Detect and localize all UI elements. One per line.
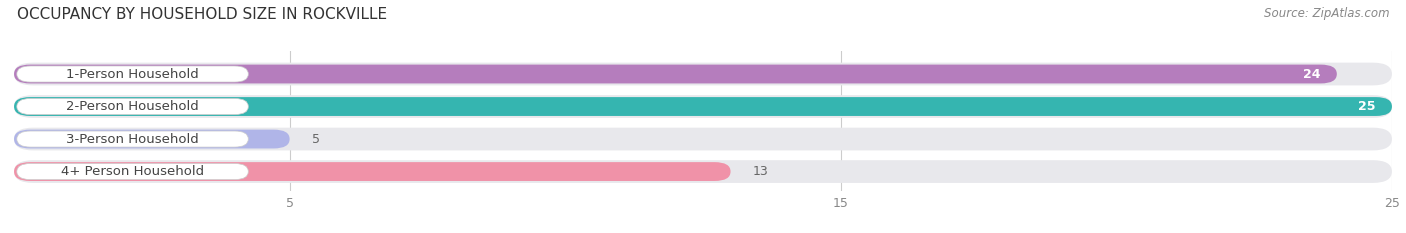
FancyBboxPatch shape bbox=[17, 164, 249, 180]
Text: 3-Person Household: 3-Person Household bbox=[66, 133, 198, 146]
Text: 25: 25 bbox=[1358, 100, 1375, 113]
FancyBboxPatch shape bbox=[17, 99, 249, 115]
FancyBboxPatch shape bbox=[17, 66, 249, 82]
FancyBboxPatch shape bbox=[14, 160, 1392, 183]
FancyBboxPatch shape bbox=[14, 128, 1392, 151]
FancyBboxPatch shape bbox=[17, 131, 249, 147]
FancyBboxPatch shape bbox=[14, 63, 1392, 86]
FancyBboxPatch shape bbox=[14, 95, 1392, 118]
Text: 1-Person Household: 1-Person Household bbox=[66, 68, 198, 81]
Text: 2-Person Household: 2-Person Household bbox=[66, 100, 198, 113]
FancyBboxPatch shape bbox=[14, 65, 1337, 83]
Text: 5: 5 bbox=[312, 133, 319, 146]
FancyBboxPatch shape bbox=[14, 162, 731, 181]
Text: 4+ Person Household: 4+ Person Household bbox=[60, 165, 204, 178]
Text: OCCUPANCY BY HOUSEHOLD SIZE IN ROCKVILLE: OCCUPANCY BY HOUSEHOLD SIZE IN ROCKVILLE bbox=[17, 7, 387, 22]
FancyBboxPatch shape bbox=[14, 130, 290, 148]
Text: 24: 24 bbox=[1303, 68, 1320, 81]
Text: Source: ZipAtlas.com: Source: ZipAtlas.com bbox=[1264, 7, 1389, 20]
FancyBboxPatch shape bbox=[14, 97, 1392, 116]
Text: 13: 13 bbox=[752, 165, 768, 178]
